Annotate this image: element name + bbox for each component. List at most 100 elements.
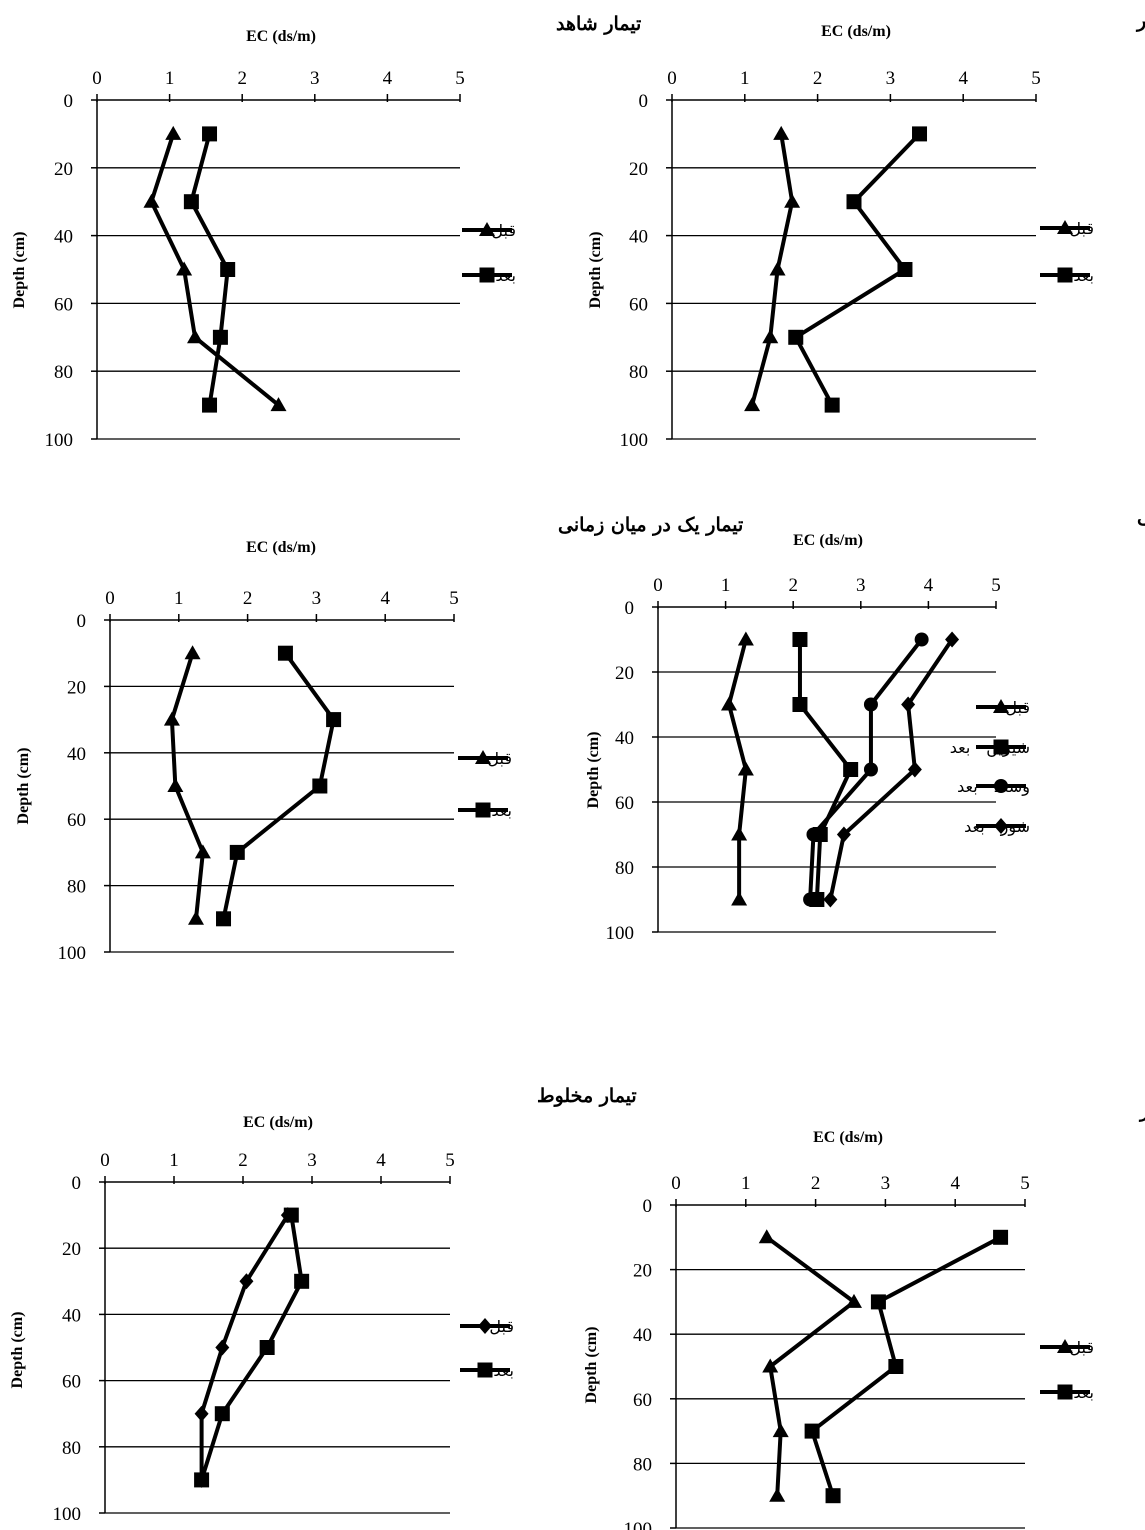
y-tick-label: 80 (62, 1438, 81, 1459)
x-tick-label: 0 (667, 68, 677, 89)
data-point (259, 1340, 275, 1355)
x-tick-label: 3 (310, 68, 320, 89)
legend-label: بعد (1073, 266, 1094, 285)
y-tick-label: 100 (58, 943, 87, 964)
x-tick-label: 3 (881, 1173, 891, 1194)
legend-label: قبل (487, 749, 512, 768)
legend-marker (994, 818, 1008, 834)
y-tick-label: 100 (53, 1504, 82, 1525)
y-tick-label: 80 (629, 362, 648, 383)
y-tick-label: 60 (54, 294, 73, 315)
x-tick-label: 5 (455, 68, 465, 89)
chart-title: تیمار یک دوم شور (1135, 10, 1145, 32)
data-point (945, 631, 960, 648)
data-point (762, 329, 779, 344)
data-point (846, 194, 862, 210)
chart-panel: 0 1 2 3 4 5 0 20 40 60 80 100 تیمار شاهد EC (ds/m) Dep… (11, 13, 641, 451)
data-point (143, 193, 160, 208)
y-tick-label: 0 (639, 91, 649, 112)
data-point (784, 193, 801, 208)
y-tick-label: 20 (615, 663, 634, 684)
x-tick-label: 2 (237, 68, 247, 89)
y-tick-label: 0 (643, 1196, 653, 1217)
data-point (731, 891, 748, 906)
data-point (212, 329, 228, 345)
legend-label: بعد (493, 1361, 514, 1380)
data-point (187, 329, 204, 344)
data-point (792, 632, 808, 647)
x-tick-label: 0 (105, 588, 115, 609)
y-tick-label: 20 (62, 1239, 81, 1260)
chart-panel: 0 1 2 3 4 5 0 20 40 60 80 100 تیمار یک در میان مکانی… (585, 506, 1145, 944)
data-point (825, 1488, 841, 1504)
legend-marker (477, 1362, 493, 1378)
y-tick-label: 20 (633, 1261, 652, 1282)
x-axis-title: EC (ds/m) (243, 1114, 313, 1131)
x-tick-label: 1 (169, 1150, 179, 1171)
x-tick-label: 3 (307, 1150, 317, 1171)
data-point (737, 631, 754, 646)
data-point (863, 697, 878, 712)
legend-label: شیرین - بعد (950, 738, 1030, 758)
data-point (183, 194, 199, 210)
x-tick-label: 4 (950, 1173, 960, 1194)
data-point (167, 778, 184, 792)
legend-label: بعد (1073, 1383, 1094, 1402)
y-tick-label: 0 (64, 91, 74, 112)
data-point (184, 645, 201, 660)
y-tick-label: 60 (615, 793, 634, 814)
x-tick-label: 5 (1031, 68, 1041, 89)
y-tick-label: 40 (67, 744, 86, 765)
legend-marker (993, 699, 1009, 713)
data-point (277, 645, 293, 661)
legend-marker (475, 802, 491, 818)
data-point (188, 910, 204, 925)
data-point (823, 891, 838, 908)
x-tick-label: 1 (741, 1173, 751, 1194)
data-point (897, 262, 913, 277)
data-point (220, 262, 236, 277)
data-point (845, 1293, 862, 1308)
data-point (912, 126, 928, 142)
x-axis-title: EC (ds/m) (246, 539, 316, 556)
legend-label: قبل (1005, 698, 1030, 717)
legend-label: قبل (489, 1317, 514, 1336)
y-axis-title: Depth (cm) (11, 232, 28, 309)
y-tick-label: 80 (615, 858, 634, 879)
y-tick-label: 80 (54, 362, 73, 383)
x-tick-label: 5 (445, 1150, 455, 1171)
y-axis-title: Depth (cm) (583, 1327, 600, 1404)
series-line (797, 639, 853, 900)
legend-marker (1057, 1339, 1073, 1353)
data-point (294, 1273, 310, 1289)
x-tick-label: 5 (991, 575, 1001, 596)
data-point (806, 827, 821, 842)
legend-label: قبل (1069, 1338, 1094, 1357)
data-point (731, 826, 748, 841)
data-point (194, 1405, 209, 1422)
legend-label: قبل (1069, 219, 1094, 238)
x-tick-label: 5 (1020, 1173, 1030, 1194)
y-axis-title: Depth (cm) (9, 1312, 26, 1389)
x-tick-label: 3 (886, 68, 896, 89)
x-tick-label: 2 (788, 575, 798, 596)
data-point (194, 1472, 210, 1488)
legend-marker (1057, 267, 1073, 283)
data-point (824, 397, 840, 413)
x-axis-title: EC (ds/m) (821, 23, 891, 40)
legend-marker (1057, 220, 1073, 234)
x-tick-label: 2 (813, 68, 823, 89)
data-point (214, 1406, 230, 1422)
data-point (202, 397, 218, 413)
data-point (270, 397, 287, 412)
x-tick-label: 0 (653, 575, 663, 596)
data-point (758, 1229, 775, 1244)
y-tick-label: 40 (629, 227, 648, 248)
chart-panel: 0 1 2 3 4 5 0 20 40 60 80 100 تیمار صد در صد شور EC (… (583, 1100, 1145, 1530)
legend-marker (479, 222, 495, 236)
y-tick-label: 100 (606, 923, 635, 944)
data-point (737, 761, 754, 776)
x-tick-label: 1 (174, 588, 184, 609)
x-tick-label: 4 (924, 575, 934, 596)
